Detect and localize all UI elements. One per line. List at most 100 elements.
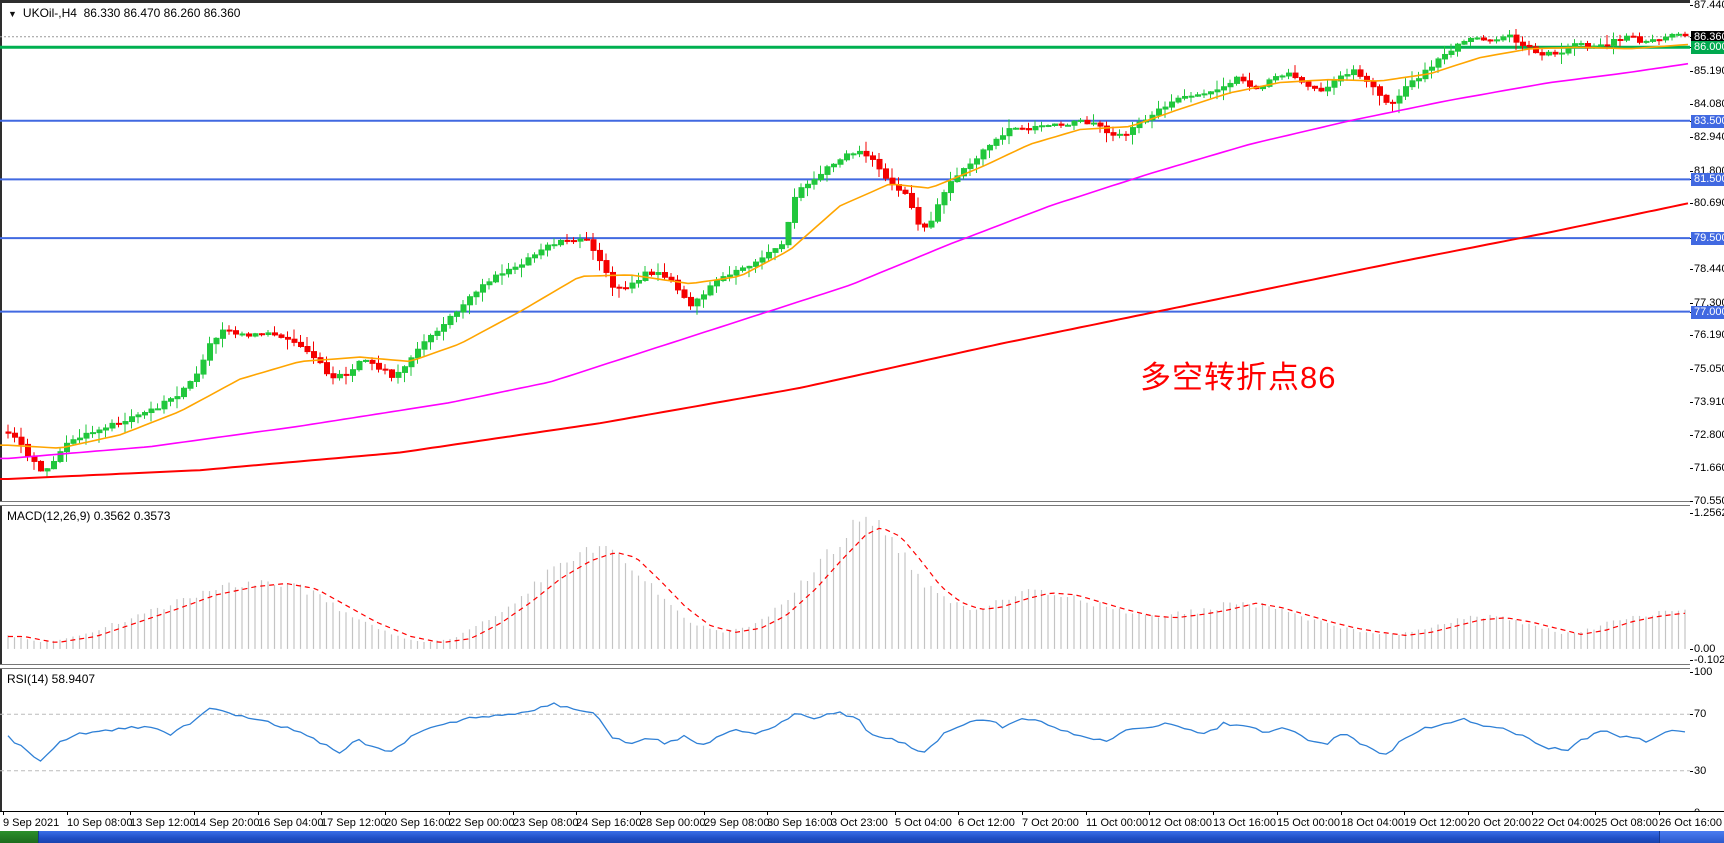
- candle-bullish: [1286, 72, 1292, 77]
- time-tick-label: 22 Oct 04:00: [1532, 817, 1595, 829]
- candle-bullish: [1396, 95, 1403, 104]
- candle-bullish: [1559, 52, 1565, 55]
- time-axis-tick: [321, 812, 322, 815]
- panel-divider-macd[interactable]: [0, 501, 1724, 506]
- chart-title: ▼ UKOil-,H4 86.330 86.470 86.260 86.360: [8, 6, 240, 20]
- candle-bullish: [90, 432, 96, 435]
- price-axis[interactable]: 87.44085.19084.08082.94081.80080.69078.4…: [1690, 0, 1724, 819]
- price-tick-label: 78.440: [1694, 263, 1724, 275]
- price-tick-label: 85.190: [1694, 65, 1724, 77]
- candle-bullish: [460, 304, 467, 313]
- axis-tick: [1690, 435, 1693, 436]
- rsi-chart-canvas[interactable]: [0, 668, 1690, 811]
- candle-bearish: [272, 332, 278, 336]
- time-tick-label: 13 Sep 12:00: [130, 817, 196, 829]
- candle-bullish: [103, 427, 109, 431]
- taskbar-start-button[interactable]: [0, 831, 39, 843]
- rsi-line: [7, 702, 1686, 762]
- candle-bearish: [662, 272, 668, 278]
- candle-bullish: [1344, 74, 1351, 77]
- candle-bullish: [1331, 80, 1338, 88]
- chevron-down-icon[interactable]: ▼: [8, 9, 17, 19]
- candle-bearish: [616, 286, 623, 289]
- candle-bullish: [928, 220, 935, 228]
- candle-bullish: [694, 298, 701, 307]
- time-axis-tick: [130, 812, 131, 815]
- time-tick-label: 12 Oct 08:00: [1149, 817, 1212, 829]
- price-tick-label: 82.940: [1694, 131, 1724, 143]
- candle-bearish: [623, 287, 629, 290]
- time-tick-label: 28 Sep 00:00: [640, 817, 706, 829]
- time-tick-label: 13 Oct 16:00: [1213, 817, 1276, 829]
- time-tick-label: 30 Sep 16:00: [767, 817, 833, 829]
- candle-bullish: [772, 248, 779, 253]
- macd-chart-canvas[interactable]: [0, 505, 1690, 665]
- candle-bullish: [181, 387, 187, 398]
- candle-bearish: [1630, 35, 1637, 38]
- ma-medium-magenta: [0, 62, 1689, 460]
- time-tick-label: 20 Oct 20:00: [1468, 817, 1531, 829]
- rsi-indicator-panel[interactable]: RSI(14) 58.9407: [0, 668, 1690, 811]
- candle-bullish: [1169, 101, 1175, 108]
- candle-bullish: [77, 437, 83, 441]
- price-label-hline-blue: 83.500: [1691, 115, 1724, 128]
- candle-bullish: [109, 422, 116, 429]
- candle-bullish: [1325, 86, 1331, 92]
- price-label-hline-green: 86.000: [1691, 41, 1724, 54]
- candle-bullish: [558, 239, 564, 246]
- time-axis-tick: [194, 812, 195, 815]
- macd-indicator-panel[interactable]: MACD(12,26,9) 0.3562 0.3573: [0, 505, 1690, 665]
- candle-bullish: [1273, 76, 1279, 81]
- candle-bearish: [1084, 119, 1091, 125]
- candle-bullish: [239, 333, 246, 336]
- candle-bullish: [499, 273, 506, 276]
- candle-bullish: [506, 268, 512, 275]
- panel-divider-rsi[interactable]: [0, 664, 1724, 669]
- candle-bullish: [746, 265, 753, 269]
- axis-tick: [1690, 672, 1693, 673]
- axis-tick: [1690, 203, 1693, 204]
- time-axis-tick: [449, 812, 450, 815]
- time-axis[interactable]: 9 Sep 2021 10 Sep 08:00 13 Sep 12:00 14 Sep…: [0, 811, 1724, 831]
- candle-bearish: [389, 369, 395, 378]
- candle-bullish: [480, 284, 486, 293]
- candle-bearish: [902, 189, 909, 194]
- candle-bearish: [324, 362, 330, 375]
- time-tick-label: 19 Oct 12:00: [1404, 817, 1467, 829]
- candlestick-chart-canvas[interactable]: [0, 0, 1690, 502]
- candle-bullish: [961, 168, 967, 177]
- candle-bearish: [5, 431, 12, 434]
- candle-bullish: [447, 315, 454, 326]
- candle-bullish: [850, 153, 857, 156]
- candle-bullish: [759, 257, 766, 263]
- candle-bullish: [44, 468, 51, 472]
- taskbar-tray[interactable]: [1659, 831, 1724, 843]
- candle-bearish: [1481, 37, 1487, 41]
- candle-bearish: [564, 239, 571, 242]
- axis-tick: [1690, 402, 1693, 403]
- macd-panel-label: MACD(12,26,9) 0.3562 0.3573: [7, 509, 171, 523]
- taskbar[interactable]: [0, 831, 1724, 843]
- axis-tick: [1690, 660, 1693, 661]
- candle-bullish: [168, 398, 174, 402]
- rsi-axis-label: 70: [1694, 708, 1707, 720]
- ma-slow-red: [0, 202, 1689, 480]
- main-price-chart[interactable]: [0, 0, 1690, 502]
- candle-bullish: [1650, 39, 1656, 42]
- candle-bullish: [421, 341, 428, 350]
- candle-bullish: [83, 432, 90, 439]
- candle-bearish: [1312, 85, 1318, 89]
- candle-bearish: [1026, 128, 1032, 131]
- candle-bearish: [259, 333, 265, 336]
- candle-bullish: [1208, 91, 1214, 95]
- candle-bullish: [538, 249, 545, 256]
- price-tick-label: 80.690: [1694, 197, 1724, 209]
- candle-bullish: [1156, 108, 1162, 116]
- price-label-hline-blue: 77.000: [1691, 306, 1724, 319]
- candle-bearish: [1299, 77, 1305, 83]
- chart-text-annotation[interactable]: 多空转折点86: [1140, 360, 1337, 395]
- candle-bearish: [285, 336, 291, 340]
- candle-bullish: [1455, 43, 1461, 52]
- candle-bullish: [740, 267, 746, 271]
- candle-bullish: [434, 330, 441, 336]
